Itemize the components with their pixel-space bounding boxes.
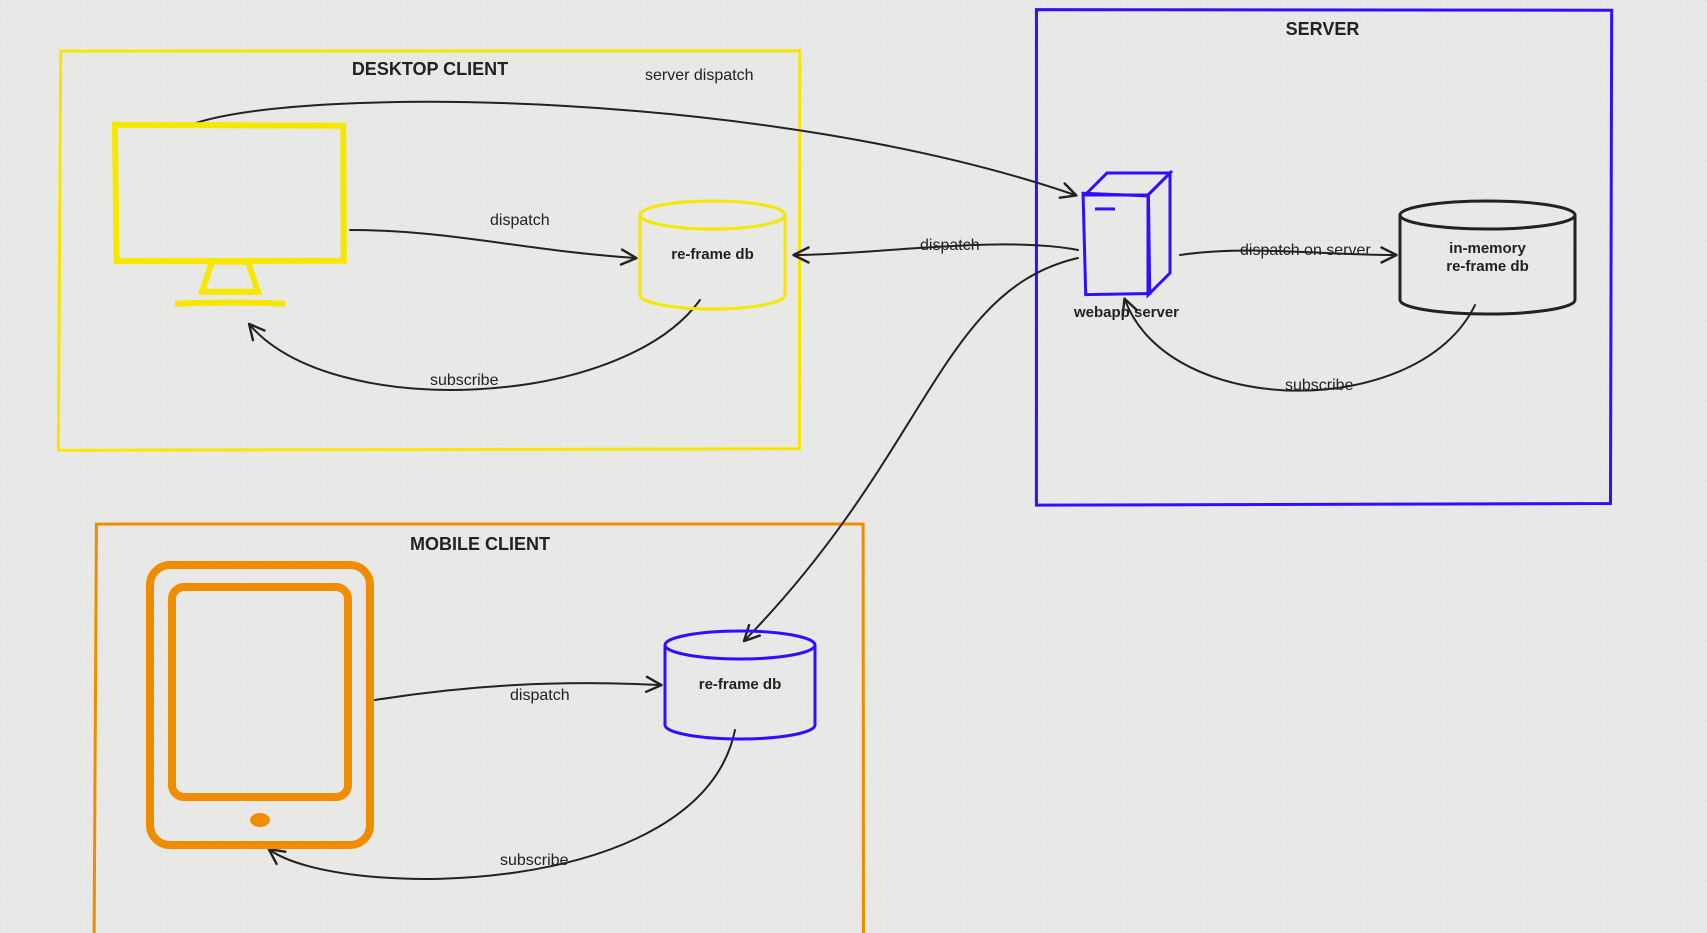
database-label: re-frame db (1446, 258, 1529, 275)
database-label: re-frame db (699, 676, 782, 693)
server-box-title: SERVER (1286, 19, 1360, 39)
database-label: in-memory (1449, 240, 1526, 257)
edge-label-server_subscribe: subscribe (1285, 377, 1354, 394)
edge-label-mobile_subscribe: subscribe (500, 852, 569, 869)
desktop-box-title: DESKTOP CLIENT (352, 59, 508, 79)
mobile-box-title: MOBILE CLIENT (410, 534, 550, 554)
edge-label-server_dispatch_top: server dispatch (645, 67, 754, 84)
diagram-canvas: re-frame & sente re-frame dbre-frame dbi (0, 0, 1707, 933)
server-label: webapp server (1073, 304, 1179, 321)
edge-label-desktop_subscribe: subscribe (430, 372, 499, 389)
database-label: re-frame db (671, 246, 754, 263)
edge-label-server_to_desktop: dispatch (920, 237, 980, 254)
edge-label-desktop_dispatch: dispatch (490, 212, 550, 229)
edge-label-server_dispatch_on: dispatch on server (1240, 242, 1371, 259)
diagram-svg: re-frame dbre-frame dbin-memoryre-frame … (0, 0, 1707, 933)
edge-label-mobile_dispatch: dispatch (510, 687, 570, 704)
